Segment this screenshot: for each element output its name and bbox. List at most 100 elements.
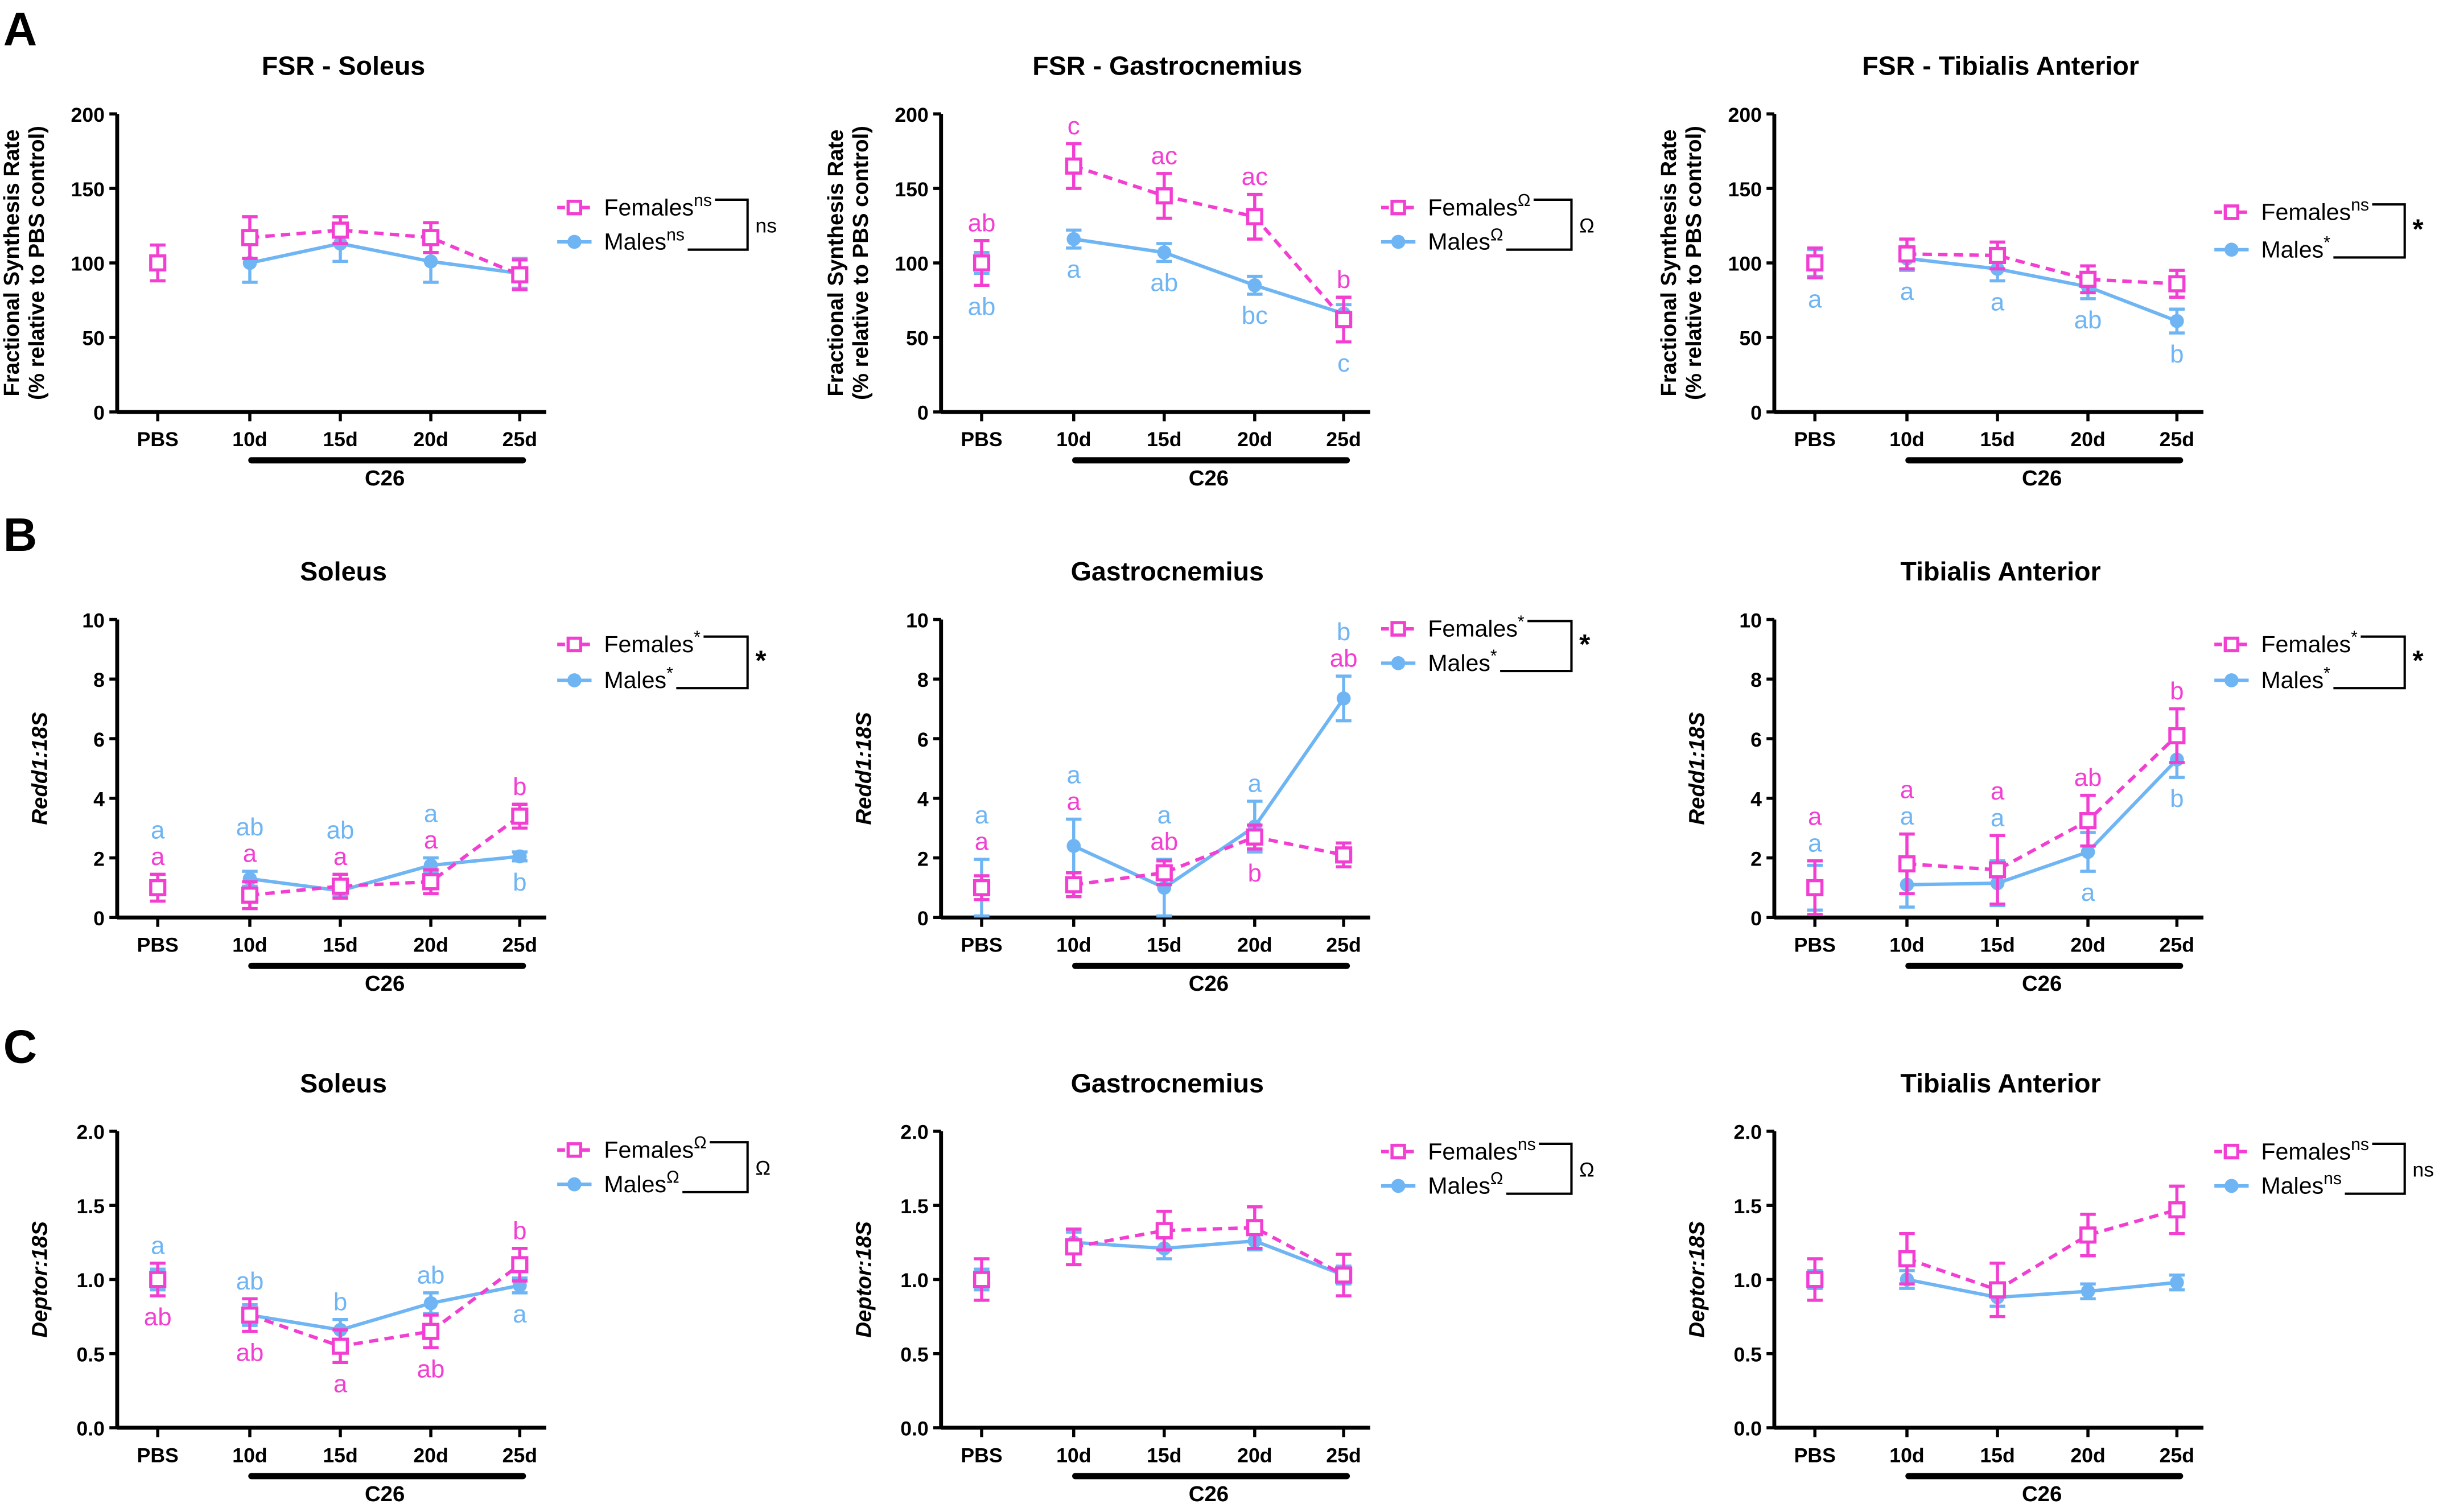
data-point-square (973, 254, 991, 272)
series-females (149, 1246, 529, 1365)
legend-entry: Males* (604, 664, 673, 693)
x-tick-label: 20d (413, 934, 448, 957)
y-axis-label: Deptor:18S (1685, 1221, 1709, 1338)
significance-letter: ab (968, 209, 996, 237)
y-tick-label: 0.5 (1733, 1343, 1762, 1366)
legend-entry: Males* (2261, 233, 2330, 262)
chart-panel: B Soleus Redd1:18S 0 2 4 6 8 10 PBS 10d 15d 20d 25d C2… (3, 509, 767, 996)
x-tick-label: 10d (232, 1444, 267, 1466)
data-point-square (1246, 828, 1263, 846)
data-point-square (511, 808, 529, 825)
legend-square-marker (2223, 204, 2240, 220)
x-tick-label: 15d (1980, 428, 2015, 451)
data-point-square (2168, 275, 2186, 292)
data-point-square (149, 254, 167, 272)
y-tick-label: 0.0 (1733, 1418, 1762, 1440)
bracket-significance: ns (755, 215, 777, 237)
x-tick-label: 25d (2160, 428, 2194, 451)
legend-label: Females (2261, 1138, 2351, 1164)
chart-panel: Tibialis Anterior Redd1:18S 0 2 4 6 8 10 PBS 10d 1… (1685, 557, 2424, 996)
series-line (1906, 1208, 2178, 1292)
legend-label: Females (2261, 199, 2351, 225)
significance-letter: a (1808, 829, 1822, 857)
y-tick-label: 50 (82, 327, 105, 350)
x-tick-label: 15d (1147, 1444, 1181, 1466)
group-label: C26 (1189, 1482, 1229, 1506)
series-females (1806, 1184, 2186, 1319)
significance-letter: a (1157, 801, 1172, 829)
chart-panel: FSR - Tibialis Anterior Fractional Synthe… (1657, 51, 2424, 491)
x-tick-label: 20d (413, 428, 448, 451)
y-axis-label: Redd1:18S (1685, 712, 1709, 825)
data-point-square (973, 1271, 991, 1288)
x-tick-label: 25d (1326, 934, 1361, 957)
significance-letter: a (333, 1370, 348, 1398)
data-point-square (1065, 157, 1082, 175)
significance-letter: a (1991, 777, 2005, 805)
data-point-square (1898, 245, 1916, 263)
data-point-square (149, 879, 167, 897)
series-females (973, 142, 1353, 344)
significance-letter: a (424, 826, 438, 854)
y-tick-label: 150 (895, 178, 928, 201)
y-tick-label: 8 (93, 669, 105, 691)
y-tick-label: 150 (1728, 178, 1762, 201)
x-tick-label: 25d (2160, 1444, 2194, 1466)
series-line (1906, 1278, 2177, 1299)
significance-letter: a (151, 1231, 165, 1259)
x-tick-label: 15d (1980, 1444, 2015, 1466)
series-line (1073, 697, 1345, 890)
significance-letter: a (1900, 278, 1914, 306)
series-line (1073, 237, 1345, 315)
data-point-circle (1066, 232, 1081, 246)
legend-label: Males (604, 667, 666, 693)
legend-significance: ns (2351, 196, 2369, 215)
y-tick-label: 6 (93, 728, 105, 751)
significance-letter: b (1337, 618, 1350, 646)
data-point-square (2079, 1226, 2097, 1244)
significance-letter: ac (1151, 142, 1177, 170)
y-tick-label: 1.0 (1733, 1269, 1762, 1292)
group-label: C26 (2022, 971, 2062, 996)
y-tick-label: 100 (71, 253, 105, 275)
data-point-circle (2081, 844, 2095, 859)
y-axis-label: Deptor:18S (28, 1221, 52, 1338)
legend-label: Females (2261, 631, 2351, 657)
group-label: C26 (365, 466, 405, 491)
bracket-significance: * (1579, 629, 1591, 660)
data-point-square (1155, 187, 1173, 205)
significance-letter: a (1808, 285, 1822, 313)
x-tick-label: 20d (413, 1444, 448, 1466)
legend-circle-marker (2224, 673, 2239, 687)
data-point-square (511, 1256, 529, 1274)
legend-entry: FemalesΩ (604, 1134, 706, 1163)
significance-letter: b (333, 1288, 347, 1316)
significance-letter: a (1067, 256, 1081, 283)
significance-letter: b (2170, 785, 2184, 813)
data-point-square (1335, 311, 1353, 328)
x-tick-label: 25d (1326, 1444, 1361, 1466)
x-tick-label: 15d (323, 1444, 357, 1466)
legend-entry: Femalesns (604, 191, 712, 220)
chart-title: Tibialis Anterior (1900, 1068, 2100, 1098)
x-tick-label: 10d (1056, 1444, 1091, 1466)
comparison-bracket (1506, 198, 1573, 251)
data-point-square (2079, 270, 2097, 288)
data-point-square (1246, 208, 1263, 225)
data-point-square (1898, 855, 1916, 873)
x-tick-label: PBS (137, 934, 179, 957)
series-line (1073, 1226, 1345, 1277)
y-tick-label: 2 (917, 847, 929, 870)
data-point-circle (1247, 278, 1262, 292)
legend-square-marker (2223, 1143, 2240, 1160)
legend-label: Females (604, 631, 694, 657)
y-tick-label: 200 (895, 104, 928, 126)
significance-letter: a (1900, 776, 1914, 804)
bracket-significance: Ω (1579, 1158, 1595, 1181)
y-tick-label: 2 (93, 847, 105, 870)
bracket-significance: * (755, 645, 767, 677)
data-point-square (1335, 846, 1353, 864)
series-line (1073, 835, 1344, 887)
y-tick-label: 4 (917, 788, 929, 811)
